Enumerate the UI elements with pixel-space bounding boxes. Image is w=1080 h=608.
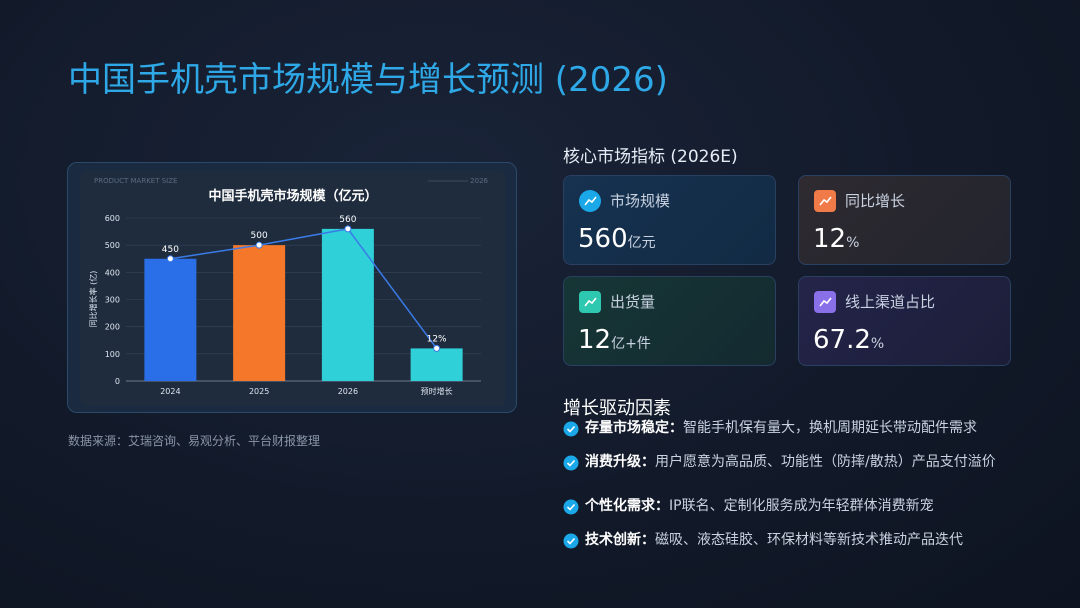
- value-label: 560: [339, 215, 356, 225]
- x-tick-label: 2025: [249, 387, 269, 396]
- x-tick-label: 2026: [338, 387, 358, 396]
- driver-lead: 个性化需求：: [585, 498, 669, 514]
- annotation: 12%: [427, 334, 447, 344]
- driver-text: 磁吸、液态硅胶、环保材料等新技术推动产品迭代: [655, 532, 963, 548]
- check-icon: [563, 533, 579, 549]
- driver-lead: 消费升级：: [585, 454, 655, 470]
- value-label: 500: [251, 231, 268, 241]
- value-label: 450: [162, 245, 179, 255]
- metric-icon: [814, 190, 836, 212]
- metric-label: 市场规模: [610, 192, 671, 210]
- metric-icon: [579, 190, 601, 212]
- driver-lead: 存量市场稳定：: [585, 420, 683, 436]
- chart-header: 2026: [470, 177, 488, 185]
- driver-lead: 技术创新：: [585, 532, 655, 548]
- trend-point: [255, 241, 263, 249]
- check-icon: [563, 499, 579, 515]
- metric-unit: %: [846, 235, 860, 251]
- metric-value: 12: [578, 325, 612, 355]
- chart: PRODUCT MARKET SIZE 2026 中国手机壳市场规模（亿元） 同…: [80, 171, 506, 406]
- metric-card: 市场规模 560亿元: [563, 175, 776, 265]
- icon-glyph: [584, 297, 597, 307]
- metric-value: 12: [813, 224, 847, 254]
- bar: [410, 348, 463, 381]
- metric-icon: [814, 291, 836, 313]
- metric-value-box: 12%: [813, 224, 859, 254]
- y-tick-label: 0: [115, 377, 120, 386]
- y-tick-label: 100: [105, 350, 120, 359]
- driver-text-box: 存量市场稳定：智能手机保有量大，换机周期延长带动配件需求: [585, 418, 1018, 438]
- metric-unit: %: [870, 336, 885, 352]
- check-mark: [566, 459, 576, 467]
- check-circle: [563, 455, 579, 471]
- y-tick-label: 300: [105, 296, 120, 305]
- chart-header: PRODUCT MARKET SIZE: [94, 177, 177, 185]
- metric-card: 出货量 12亿+件: [563, 276, 776, 366]
- trend-point: [344, 225, 352, 233]
- drivers-title: 增长驱动因素: [563, 398, 671, 419]
- check-mark: [566, 537, 576, 545]
- chart-title: 中国手机壳市场规模（亿元）: [208, 188, 377, 204]
- driver-text-box: 消费升级：用户愿意为高品质、功能性（防摔/散热）产品支付溢价: [585, 452, 1018, 472]
- check-circle: [563, 499, 579, 515]
- icon-glyph: [819, 297, 832, 307]
- driver-item: 技术创新：磁吸、液态硅胶、环保材料等新技术推动产品迭代: [563, 530, 1018, 550]
- x-tick-label: 预时增长: [421, 386, 453, 396]
- y-tick-label: 500: [105, 241, 120, 250]
- check-icon: [563, 455, 579, 471]
- bar: [321, 228, 374, 381]
- driver-text: 智能手机保有量大，换机周期延长带动配件需求: [683, 420, 977, 436]
- metric-value: 67.2: [813, 325, 871, 355]
- chart-panel: PRODUCT MARKET SIZE 2026 中国手机壳市场规模（亿元） 同…: [67, 162, 517, 413]
- source: 数据来源：艾瑞咨询、易观分析、平台财报整理: [68, 434, 321, 448]
- metric-label: 同比增长: [845, 192, 906, 210]
- icon-glyph: [819, 196, 832, 206]
- y-tick-label: 600: [105, 214, 120, 223]
- metric-card: 同比增长 12%: [798, 175, 1011, 265]
- x-tick-label: 2024: [160, 387, 180, 396]
- driver-item: 存量市场稳定：智能手机保有量大，换机周期延长带动配件需求: [563, 418, 1018, 438]
- metric-value: 560: [578, 224, 628, 254]
- y-axis-label: 同比增长率 (亿): [88, 271, 98, 328]
- metrics-title: 核心市场指标 (2026E): [563, 147, 738, 167]
- bar: [233, 245, 286, 381]
- bar: [144, 258, 197, 381]
- metric-unit: 亿+件: [611, 336, 651, 352]
- trend-line: [170, 228, 438, 349]
- metric-value-box: 67.2%: [813, 325, 884, 355]
- metric-value-box: 12亿+件: [578, 325, 651, 355]
- y-tick-label: 400: [105, 268, 120, 277]
- check-circle: [563, 533, 579, 549]
- check-icon: [563, 421, 579, 437]
- metric-icon: [579, 291, 601, 313]
- icon-glyph: [584, 196, 597, 206]
- metric-label: 出货量: [610, 293, 656, 311]
- trend-point: [166, 255, 174, 263]
- trend-point: [433, 344, 441, 352]
- metric-value-box: 560亿元: [578, 224, 656, 254]
- driver-text: IP联名、定制化服务成为年轻群体消费新宠: [669, 498, 934, 514]
- slide-title: 中国手机壳市场规模与增长预测 (2026): [68, 60, 668, 100]
- driver-item: 消费升级：用户愿意为高品质、功能性（防摔/散热）产品支付溢价: [563, 452, 1018, 472]
- driver-item: 个性化需求：IP联名、定制化服务成为年轻群体消费新宠: [563, 496, 1018, 516]
- metric-card: 线上渠道占比 67.2%: [798, 276, 1011, 366]
- check-circle: [563, 421, 579, 437]
- check-mark: [566, 503, 576, 511]
- metric-label: 线上渠道占比: [845, 293, 936, 311]
- driver-text-box: 技术创新：磁吸、液态硅胶、环保材料等新技术推动产品迭代: [585, 530, 1018, 550]
- metric-unit: 亿元: [627, 235, 656, 251]
- driver-text-box: 个性化需求：IP联名、定制化服务成为年轻群体消费新宠: [585, 496, 1018, 516]
- check-mark: [566, 425, 576, 433]
- y-tick-label: 200: [105, 323, 120, 332]
- driver-text: 用户愿意为高品质、功能性（防摔/散热）产品支付溢价: [655, 454, 996, 470]
